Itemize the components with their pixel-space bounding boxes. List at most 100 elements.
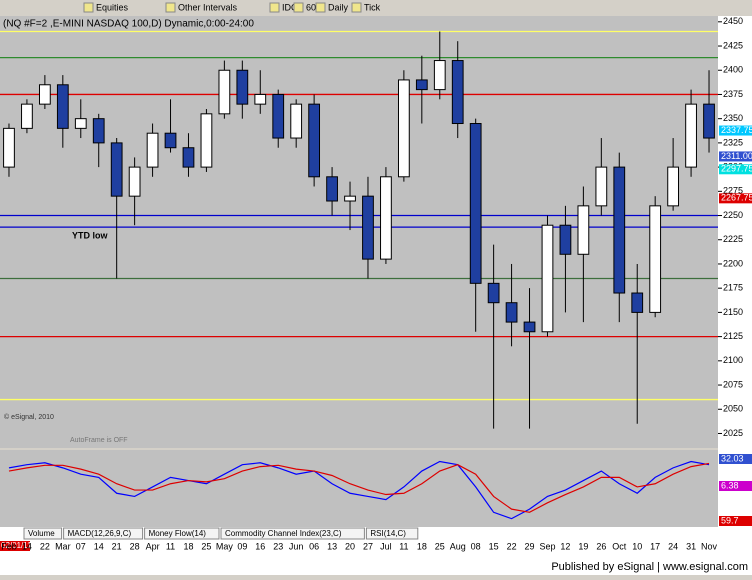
y-tick-label: 2225 bbox=[723, 234, 743, 244]
x-tick-label: 22 bbox=[507, 541, 517, 551]
y-tick-label: 2075 bbox=[723, 379, 743, 389]
tab-label[interactable]: Commodity Channel Index(23,C) bbox=[225, 529, 342, 538]
tab[interactable] bbox=[144, 527, 220, 540]
candle-body bbox=[703, 103, 715, 139]
x-tick-label: 14 bbox=[22, 541, 32, 551]
toolbar-button[interactable] bbox=[293, 2, 304, 13]
candle-body bbox=[595, 166, 608, 207]
candle-body bbox=[469, 123, 482, 284]
y-tick-label: 2150 bbox=[723, 307, 743, 317]
tab-label[interactable]: Money Flow(14) bbox=[149, 529, 207, 538]
toolbar-item[interactable]: 60 bbox=[306, 2, 316, 12]
candle-body bbox=[559, 224, 572, 255]
x-tick-label: Nov bbox=[701, 541, 718, 551]
y-tick-label: 2450 bbox=[723, 16, 743, 26]
price-tag bbox=[719, 193, 752, 204]
y-tick-label: 2125 bbox=[723, 331, 743, 341]
toolbar-button[interactable] bbox=[165, 2, 176, 13]
price-tag-label: 2311.00 bbox=[721, 151, 752, 161]
toolbar-button[interactable] bbox=[269, 2, 280, 13]
x-tick-label: 27 bbox=[363, 541, 373, 551]
tab-label[interactable]: MACD(12,26,9,C) bbox=[68, 529, 132, 538]
footer-bar bbox=[0, 557, 752, 575]
candle-body bbox=[146, 132, 159, 168]
x-tick-label: 18 bbox=[183, 541, 193, 551]
tab[interactable] bbox=[23, 527, 63, 540]
price-panel bbox=[0, 16, 718, 448]
candle-body bbox=[92, 118, 105, 144]
indicator-tag bbox=[719, 516, 752, 526]
x-tick-label: 12 bbox=[560, 541, 570, 551]
indicator-line bbox=[8, 460, 710, 520]
x-tick-label: 20 bbox=[345, 541, 355, 551]
toolbar-item[interactable]: IDC bbox=[282, 2, 298, 12]
x-tick-label: Jun bbox=[289, 541, 304, 551]
tab-label[interactable]: Volume bbox=[28, 529, 55, 538]
tab[interactable] bbox=[220, 527, 365, 540]
candle-body bbox=[667, 166, 680, 207]
price-tag-label: 2267.75 bbox=[721, 193, 752, 203]
price-tag-label: 2337.75 bbox=[721, 125, 752, 135]
candle-body bbox=[128, 166, 141, 197]
date-tag-bg bbox=[0, 541, 30, 551]
candle-body bbox=[380, 176, 392, 260]
x-tick-label: 26 bbox=[596, 541, 606, 551]
indicator-tag-label: 32.03 bbox=[721, 453, 744, 463]
candle-body bbox=[344, 195, 356, 202]
x-tick-label: 17 bbox=[650, 541, 660, 551]
indicator-tag bbox=[719, 481, 752, 491]
candle-body bbox=[649, 205, 662, 313]
annotation: AutoFrame is OFF bbox=[70, 437, 128, 444]
y-tick-label: 2100 bbox=[723, 355, 743, 365]
toolbar-item[interactable]: Daily bbox=[328, 2, 349, 12]
candle-body bbox=[451, 60, 464, 125]
x-tick-label: 10 bbox=[632, 541, 642, 551]
toolbar-button[interactable] bbox=[83, 2, 94, 13]
candle-body bbox=[362, 195, 374, 260]
y-tick-label: 2375 bbox=[723, 89, 743, 99]
candle-body bbox=[218, 69, 231, 115]
toolbar-button[interactable] bbox=[315, 2, 326, 13]
candle-body bbox=[21, 103, 33, 129]
x-tick-label: Jul bbox=[380, 541, 392, 551]
x-tick-label: 22 bbox=[40, 541, 50, 551]
x-tick-label: 23 bbox=[273, 541, 283, 551]
y-tick-label: 2275 bbox=[723, 186, 743, 196]
candle-body bbox=[110, 142, 123, 197]
annotation: © eSignal, 2010 bbox=[4, 413, 54, 421]
candle-body bbox=[182, 147, 195, 168]
candle-body bbox=[290, 103, 303, 139]
toolbar-item[interactable]: Equities bbox=[96, 2, 129, 12]
candle-body bbox=[74, 118, 87, 129]
toolbar-button[interactable] bbox=[351, 2, 362, 13]
x-tick-label: 06 bbox=[309, 541, 319, 551]
y-tick-label: 2250 bbox=[723, 210, 743, 220]
tab-label[interactable]: RSI(14,C) bbox=[370, 529, 406, 538]
tab[interactable] bbox=[365, 527, 419, 540]
y-tick-label: 2400 bbox=[723, 65, 743, 75]
tab[interactable] bbox=[63, 527, 144, 540]
x-tick-label: Apr bbox=[146, 541, 160, 551]
price-tag bbox=[719, 151, 752, 162]
x-tick-label: May bbox=[216, 541, 234, 551]
candle-body bbox=[433, 60, 446, 91]
candle-body bbox=[415, 79, 428, 91]
footer: Published by eSignal | www.esignal.com bbox=[551, 561, 748, 573]
x-tick-label: Sep bbox=[539, 541, 555, 551]
x-tick-label: 07 bbox=[76, 541, 86, 551]
y-tick-label: 2200 bbox=[723, 258, 743, 268]
x-tick-label: 15 bbox=[489, 541, 499, 551]
y-tick-label: 2175 bbox=[723, 283, 743, 293]
candle-body bbox=[272, 93, 285, 139]
toolbar-item[interactable]: Other Intervals bbox=[178, 2, 238, 12]
candle-body bbox=[577, 205, 590, 255]
date-tag: 02/01/11 bbox=[1, 541, 32, 550]
toolbar-item[interactable]: Tick bbox=[364, 2, 381, 12]
x-tick-label: 29 bbox=[525, 541, 535, 551]
x-tick-label: 24 bbox=[668, 541, 678, 551]
x-tick-label: Oct bbox=[612, 541, 627, 551]
candle-body bbox=[200, 113, 213, 168]
candle-body bbox=[164, 132, 177, 149]
x-tick-label: Mar bbox=[55, 541, 71, 551]
